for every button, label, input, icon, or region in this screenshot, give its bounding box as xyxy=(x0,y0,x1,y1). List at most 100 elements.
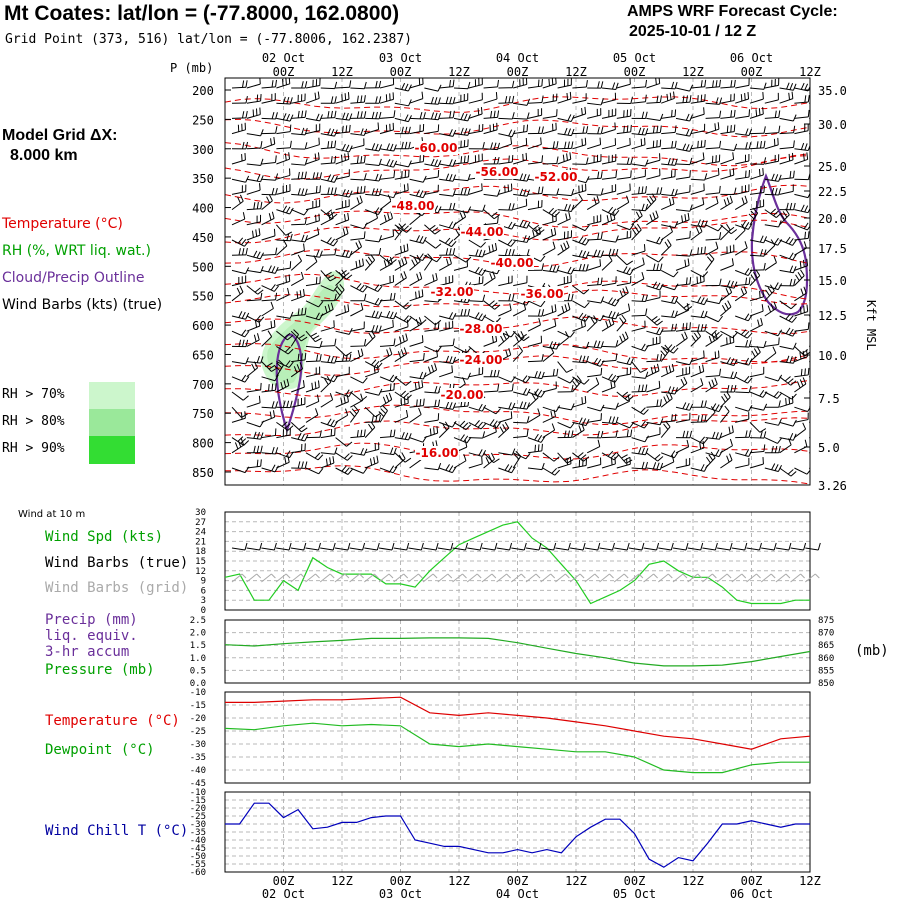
wind-barb xyxy=(468,204,486,212)
wind-barb-feather xyxy=(619,335,623,343)
wind-barb-feather xyxy=(418,407,422,415)
wind-barb-shaft xyxy=(261,254,276,256)
wind-barb-feather xyxy=(497,216,499,224)
wind-barb xyxy=(631,371,649,379)
wind-barb-feather xyxy=(289,140,292,148)
wind-barb-shaft xyxy=(808,345,810,347)
wind-barb-shaft xyxy=(690,384,704,393)
wind-barb xyxy=(291,93,306,104)
wind-barb-feather xyxy=(641,384,644,392)
wind-barb-shaft xyxy=(601,386,616,393)
wind-barb-shaft xyxy=(690,178,705,181)
wind-barb-feather xyxy=(335,289,341,296)
wind-barb xyxy=(261,374,279,382)
wind-barb-feather xyxy=(726,280,731,288)
wind-barb-feather xyxy=(744,375,750,382)
wind-barb xyxy=(335,354,352,363)
wind-barb xyxy=(735,404,753,412)
wind-barb-feather xyxy=(329,457,332,465)
surface-barb-feather xyxy=(391,542,395,551)
surface-barb-shaft xyxy=(320,547,334,551)
wind-barb xyxy=(720,405,730,423)
surface-barb-feather xyxy=(509,542,513,551)
wind-barb xyxy=(557,127,575,137)
wind-barb-shaft xyxy=(734,229,746,241)
wind-barb xyxy=(291,234,308,243)
wind-barb-feather xyxy=(360,348,364,356)
wind-barb-shaft xyxy=(720,86,735,89)
wind-barb-feather xyxy=(260,175,264,182)
wind-barb xyxy=(290,271,304,287)
wind-barb-feather xyxy=(799,261,802,269)
wind-barb xyxy=(498,376,516,383)
wind-barb-feather xyxy=(511,448,516,456)
wind-barb xyxy=(735,449,753,458)
wind-barb-feather xyxy=(349,113,353,121)
wind-barb xyxy=(601,380,616,393)
wind-barb-shaft xyxy=(749,113,764,119)
wind-barb-feather xyxy=(702,197,705,205)
wind-barb-shaft xyxy=(276,174,291,180)
wind-barb-shaft xyxy=(587,283,602,287)
wind-barb xyxy=(690,219,708,228)
wind-barb-feather xyxy=(708,454,714,461)
wind-barb-shaft xyxy=(424,419,439,423)
temperature-contour-label: -28.00 xyxy=(460,322,503,336)
wind-barb xyxy=(468,449,487,457)
wind-barb-feather xyxy=(408,433,412,441)
wind-barb-feather xyxy=(730,371,734,379)
surface-barb-feather-grid xyxy=(756,573,761,579)
wind-barb-shaft xyxy=(764,352,777,362)
top-hour-label: 12Z xyxy=(331,65,353,79)
wind-barb-shaft xyxy=(616,254,628,266)
wind-barb-feather xyxy=(670,450,676,457)
surface-wind-barb-true xyxy=(584,542,601,551)
top-hour-label: 12Z xyxy=(682,65,704,79)
wind-barb xyxy=(305,394,320,408)
wind-barb-feather xyxy=(674,296,679,304)
wind-barb-feather xyxy=(714,377,718,385)
wind-barb-shaft xyxy=(675,446,689,454)
wind-barb xyxy=(557,430,574,439)
wind-barb-shaft xyxy=(246,133,261,137)
wind-barb-feather xyxy=(378,158,382,166)
wind-barb-shaft xyxy=(690,371,704,378)
wind-barb xyxy=(764,400,781,408)
wind-barb-feather xyxy=(401,141,404,149)
wind-barb-feather xyxy=(784,376,791,382)
wind-barb-feather xyxy=(593,357,598,365)
wind-barb-shaft xyxy=(646,159,661,165)
wind-barb-shaft xyxy=(246,367,258,378)
wind-barb xyxy=(320,320,335,332)
wind-barb xyxy=(557,275,572,287)
wind-barb xyxy=(320,211,334,226)
wind-barb xyxy=(409,175,427,183)
surface-wind-barb-true xyxy=(599,542,615,551)
wind-barb-shaft xyxy=(483,269,498,275)
wind-barb-feather xyxy=(371,415,374,423)
wind-barb xyxy=(572,183,587,195)
wind-barb xyxy=(735,91,750,104)
wind-barb-feather xyxy=(777,329,783,336)
wind-barb-shaft xyxy=(794,247,807,256)
wind-barb xyxy=(468,106,483,119)
wind-barb-feather xyxy=(404,114,409,122)
wind-barb xyxy=(483,92,498,104)
wind-barb-shaft xyxy=(601,463,616,469)
wind-barb xyxy=(512,450,522,469)
wind-barb xyxy=(587,108,602,119)
wind-barb-feather xyxy=(327,111,330,119)
wind-barb xyxy=(749,185,765,195)
surface-barb-shaft-grid xyxy=(643,573,654,583)
wind-barb xyxy=(749,317,763,332)
wind-barb xyxy=(601,235,619,243)
surface-barb-shaft xyxy=(511,547,525,551)
wind-barb-shaft xyxy=(675,309,689,317)
wind-barb xyxy=(720,223,731,241)
wind-barb xyxy=(246,285,264,295)
wind-barb-feather xyxy=(256,251,261,259)
wind-barb-feather xyxy=(300,336,308,342)
wind-barb-feather xyxy=(266,196,271,204)
wind-barb-feather xyxy=(671,81,675,89)
wind-barb xyxy=(335,465,353,475)
